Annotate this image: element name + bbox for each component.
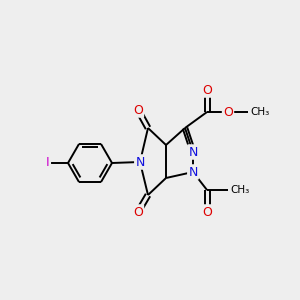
Text: CH₃: CH₃ [230,185,249,195]
Text: O: O [223,106,233,118]
Text: O: O [133,103,143,116]
Text: N: N [188,166,198,178]
Text: I: I [46,157,50,169]
Text: O: O [133,206,143,218]
Text: O: O [202,83,212,97]
Text: N: N [188,146,198,158]
Text: CH₃: CH₃ [250,107,269,117]
Text: N: N [135,155,145,169]
Text: O: O [202,206,212,218]
